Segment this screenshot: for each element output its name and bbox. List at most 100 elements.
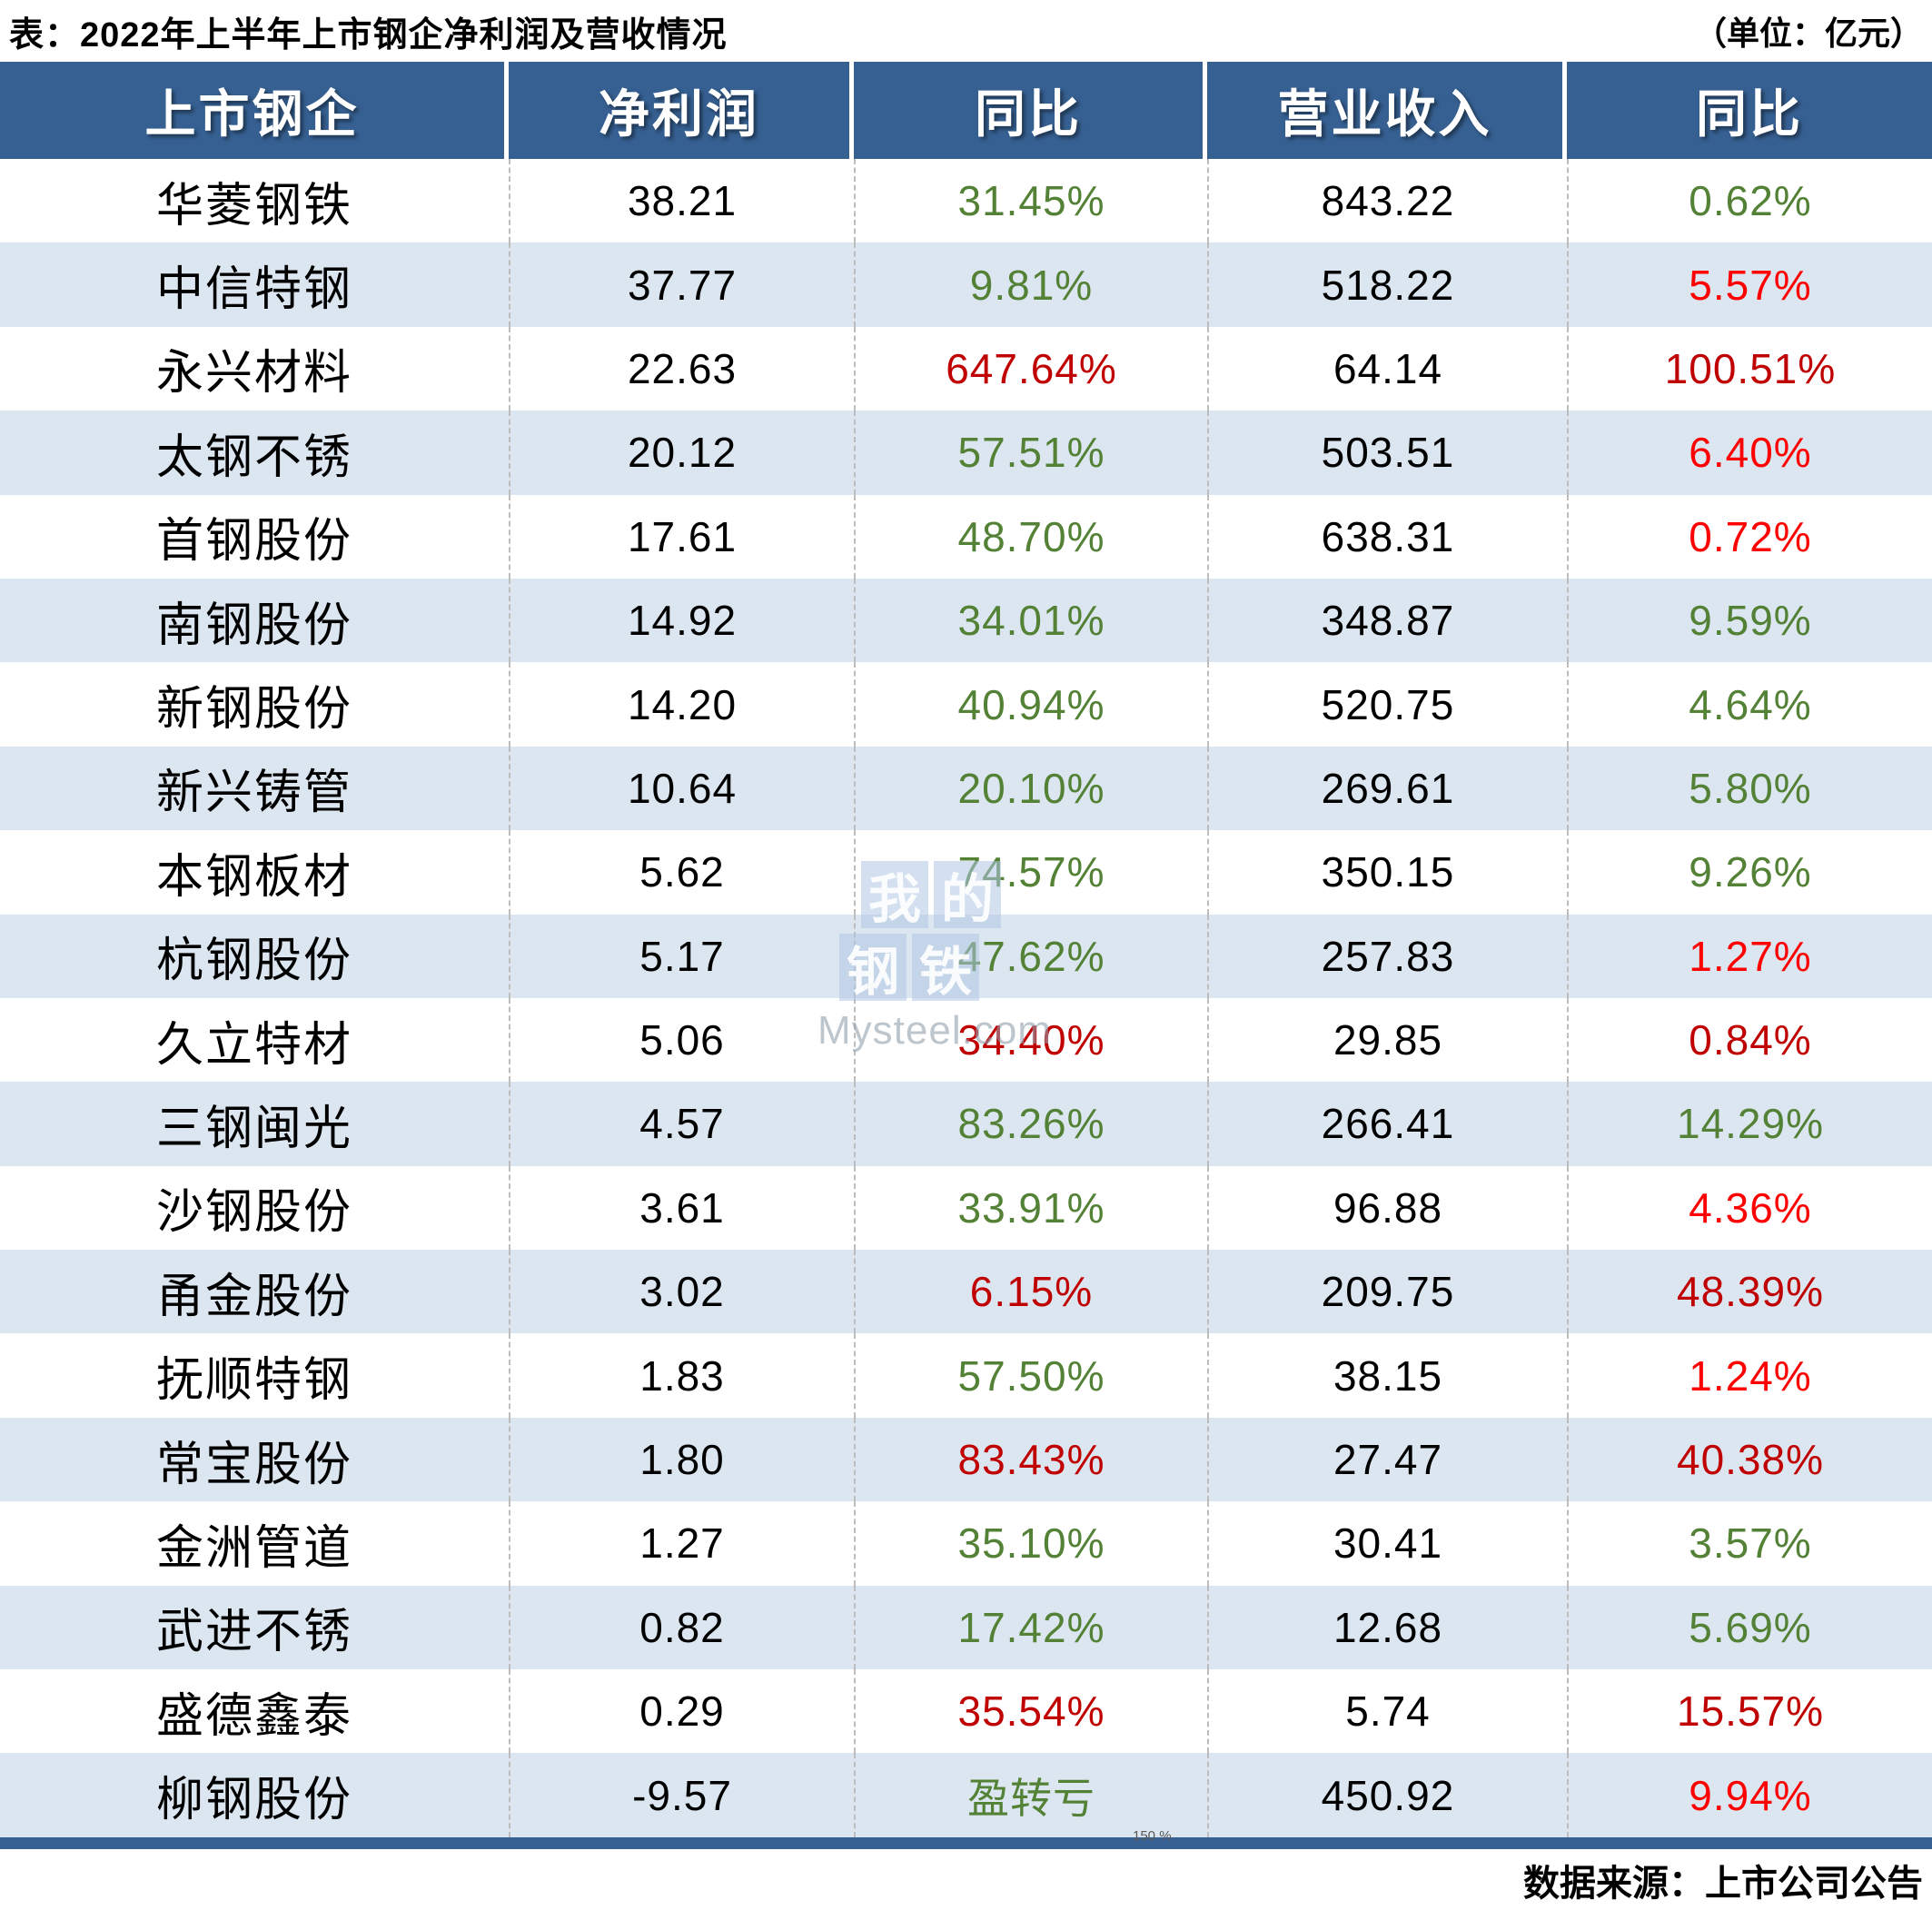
footer: 数据来源：上市公司公告 [0, 1849, 1932, 1910]
net-profit-cell: 38.21 [509, 159, 854, 243]
header-net-profit: 净利润 [509, 62, 854, 159]
np-yoy-cell: 34.40% [854, 997, 1207, 1083]
rev-yoy-cell: 15.57% [1567, 1669, 1932, 1754]
revenue-cell: 38.15 [1207, 1333, 1567, 1418]
company-cell: 南钢股份 [155, 599, 352, 652]
company-cell: 首钢股份 [155, 515, 352, 569]
company-cell: 抚顺特钢 [155, 1354, 352, 1408]
revenue-cell: 29.85 [1207, 997, 1567, 1083]
net-profit-cell: 22.63 [509, 326, 854, 411]
revenue-cell: 12.68 [1207, 1585, 1567, 1670]
revenue-cell: 27.47 [1207, 1417, 1567, 1502]
company-cell: 本钢板材 [155, 850, 352, 904]
net-profit-cell: 20.12 [509, 411, 854, 495]
revenue-cell: 638.31 [1207, 494, 1567, 579]
np-yoy-cell: 83.43% [854, 1417, 1207, 1502]
rev-yoy-cell: 0.72% [1567, 494, 1932, 579]
rev-yoy-cell: 6.40% [1567, 411, 1932, 495]
net-profit-cell: 5.17 [509, 914, 854, 998]
net-profit-cell: 0.82 [509, 1585, 854, 1670]
table-row: 常宝股份 1.80 83.43% 27.47 40.38% [0, 1417, 1932, 1502]
rev-yoy-cell: 0.84% [1567, 997, 1932, 1083]
page-title: 表：2022年上半年上市钢企净利润及营收情况 [9, 15, 728, 54]
table-row: 中信特钢 37.77 9.81% 518.22 5.57% [0, 242, 1932, 327]
rev-yoy-cell: 4.36% [1567, 1165, 1932, 1251]
np-yoy-cell: 647.64% [854, 326, 1207, 411]
np-yoy-cell: 盈转亏 [854, 1753, 1207, 1837]
revenue-cell: 64.14 [1207, 326, 1567, 411]
np-yoy-cell: 40.94% [854, 662, 1207, 747]
net-profit-cell: 5.62 [509, 830, 854, 915]
source-note: 数据来源：上市公司公告 [1523, 1863, 1923, 1904]
rev-yoy-cell: 5.57% [1567, 242, 1932, 327]
table-body: 华菱钢铁 38.21 31.45% 843.22 0.62% 中信特钢 37.77 9.81%… [0, 159, 1932, 1837]
revenue-cell: 843.22 [1207, 159, 1567, 243]
rev-yoy-cell: 1.27% [1567, 914, 1932, 998]
company-cell: 柳钢股份 [155, 1774, 352, 1827]
net-profit-cell: 17.61 [509, 494, 854, 579]
company-cell: 永兴材料 [155, 347, 352, 401]
company-cell: 常宝股份 [155, 1438, 352, 1491]
company-cell: 新钢股份 [155, 683, 352, 737]
net-profit-cell: 1.27 [509, 1501, 854, 1586]
company-cell: 金洲管道 [155, 1521, 352, 1575]
header-rev-yoy: 同比 [1567, 62, 1932, 159]
revenue-cell: 30.41 [1207, 1501, 1567, 1586]
company-cell: 武进不锈 [155, 1606, 352, 1659]
rev-yoy-cell: 9.94% [1567, 1753, 1932, 1837]
table-row: 甬金股份 3.02 6.15% 209.75 48.39% [0, 1250, 1932, 1334]
company-cell: 太钢不锈 [155, 430, 352, 484]
net-profit-cell: -9.57 [509, 1753, 854, 1837]
net-profit-cell: 1.83 [509, 1333, 854, 1418]
np-yoy-cell: 17.42% [854, 1585, 1207, 1670]
company-cell: 沙钢股份 [155, 1186, 352, 1240]
rev-yoy-cell: 5.69% [1567, 1585, 1932, 1670]
rev-yoy-cell: 3.57% [1567, 1501, 1932, 1586]
table-header-row: 上市钢企 净利润 同比 营业收入 同比 [0, 62, 1932, 159]
company-cell: 三钢闽光 [155, 1102, 352, 1155]
net-profit-cell: 10.64 [509, 746, 854, 831]
rev-yoy-cell: 5.80% [1567, 746, 1932, 831]
table-row: 新兴铸管 10.64 20.10% 269.61 5.80% [0, 746, 1932, 831]
rev-yoy-cell: 1.24% [1567, 1333, 1932, 1418]
rev-yoy-cell: 0.62% [1567, 159, 1932, 243]
revenue-cell: 209.75 [1207, 1250, 1567, 1334]
net-profit-cell: 14.92 [509, 578, 854, 663]
table-row: 抚顺特钢 1.83 57.50% 38.15 1.24% [0, 1333, 1932, 1418]
np-yoy-cell: 6.15% [854, 1250, 1207, 1334]
bottom-rule [0, 1837, 1932, 1849]
header-company: 上市钢企 [0, 62, 509, 159]
company-cell: 华菱钢铁 [155, 179, 352, 233]
net-profit-cell: 1.80 [509, 1417, 854, 1502]
rev-yoy-cell: 100.51% [1567, 326, 1932, 411]
table-row: 金洲管道 1.27 35.10% 30.41 3.57% [0, 1501, 1932, 1586]
table-row: 盛德鑫泰 0.29 35.54% 5.74 15.57% [0, 1669, 1932, 1754]
table-row: 本钢板材 5.62 74.57% 350.15 9.26% [0, 830, 1932, 915]
rev-yoy-cell: 48.39% [1567, 1250, 1932, 1334]
net-profit-cell: 0.29 [509, 1669, 854, 1754]
np-yoy-cell: 57.51% [854, 411, 1207, 495]
np-yoy-cell: 33.91% [854, 1165, 1207, 1251]
np-yoy-cell: 83.26% [854, 1082, 1207, 1166]
rev-yoy-cell: 14.29% [1567, 1082, 1932, 1166]
stray-axis-artifact-text: 150 % [1133, 1828, 1172, 1844]
net-profit-cell: 14.20 [509, 662, 854, 747]
unit-note: （单位：亿元） [1693, 15, 1923, 52]
np-yoy-cell: 48.70% [854, 494, 1207, 579]
revenue-cell: 269.61 [1207, 746, 1567, 831]
revenue-cell: 350.15 [1207, 830, 1567, 915]
company-cell: 久立特材 [155, 1018, 352, 1072]
table-row: 南钢股份 14.92 34.01% 348.87 9.59% [0, 578, 1932, 663]
table-row: 久立特材 5.06 34.40% 29.85 0.84% [0, 997, 1932, 1083]
table-row: 柳钢股份 -9.57 盈转亏 450.92 9.94% [0, 1753, 1932, 1837]
table-row: 三钢闽光 4.57 83.26% 266.41 14.29% [0, 1082, 1932, 1166]
revenue-cell: 257.83 [1207, 914, 1567, 998]
table-row: 永兴材料 22.63 647.64% 64.14 100.51% [0, 326, 1932, 411]
table-row: 首钢股份 17.61 48.70% 638.31 0.72% [0, 494, 1932, 579]
company-cell: 杭钢股份 [155, 935, 352, 988]
table-row: 杭钢股份 5.17 47.62% 257.83 1.27% [0, 914, 1932, 998]
np-yoy-cell: 35.10% [854, 1501, 1207, 1586]
rev-yoy-cell: 4.64% [1567, 662, 1932, 747]
header-revenue: 营业收入 [1207, 62, 1567, 159]
company-cell: 盛德鑫泰 [155, 1689, 352, 1743]
